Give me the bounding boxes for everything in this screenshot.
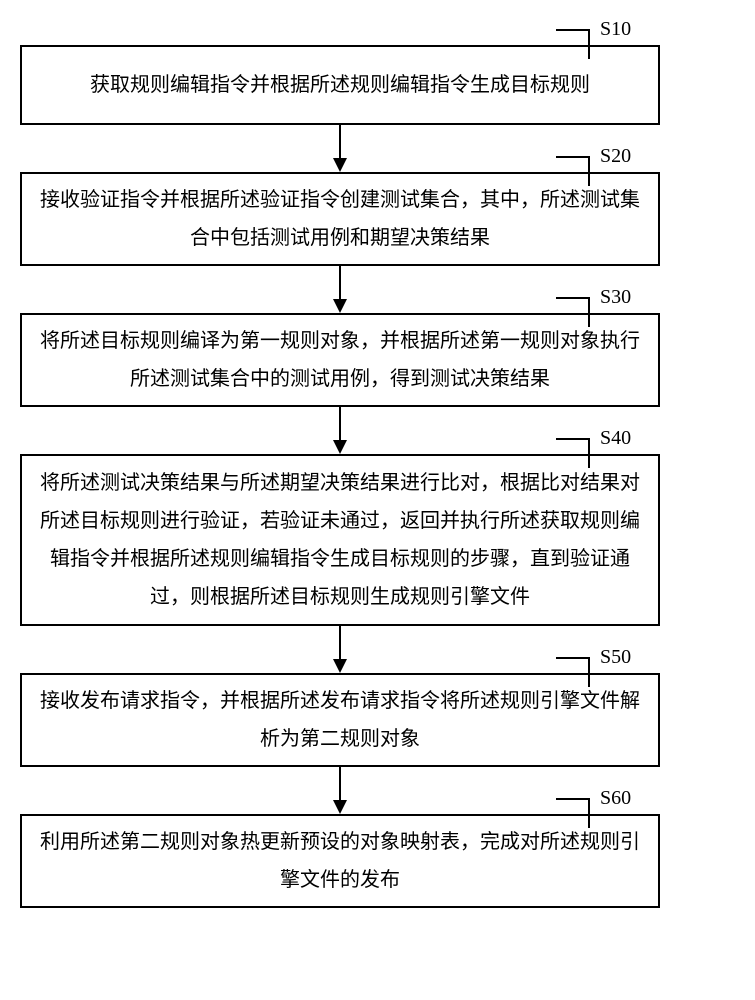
step-text: 利用所述第二规则对象热更新预设的对象映射表，完成对所述规则引擎文件的发布 [38,823,642,899]
step-label-text: S30 [600,286,631,308]
step-box-s30: 将所述目标规则编译为第一规则对象，并根据所述第一规则对象执行所述测试集合中的测试… [20,313,660,407]
step-text: 获取规则编辑指令并根据所述规则编辑指令生成目标规则 [90,66,590,104]
arrow-line [339,125,341,158]
step-label-s50: S50 [600,646,631,669]
step-box-s40: 将所述测试决策结果与所述期望决策结果进行比对，根据比对结果对所述目标规则进行验证… [20,454,660,626]
step-label-text: S60 [600,787,631,809]
step-label-s40: S40 [600,427,631,450]
arrow-head-icon [333,800,347,814]
arrow-line [339,266,341,299]
step-label-text: S10 [600,18,631,40]
leader-line [556,29,590,59]
step-box-s50: 接收发布请求指令，并根据所述发布请求指令将所述规则引擎文件解析为第二规则对象 [20,673,660,767]
step-box-s20: 接收验证指令并根据所述验证指令创建测试集合，其中，所述测试集合中包括测试用例和期… [20,172,660,266]
step-label-text: S40 [600,427,631,449]
arrow-line [339,626,341,659]
step-label-text: S50 [600,646,631,668]
arrow-line [339,767,341,800]
arrow-head-icon [333,659,347,673]
step-text: 接收验证指令并根据所述验证指令创建测试集合，其中，所述测试集合中包括测试用例和期… [38,181,642,257]
step-label-s20: S20 [600,145,631,168]
step-label-text: S20 [600,145,631,167]
arrow-head-icon [333,299,347,313]
step-text: 将所述目标规则编译为第一规则对象，并根据所述第一规则对象执行所述测试集合中的测试… [38,322,642,398]
leader-line [556,156,590,186]
step-text: 接收发布请求指令，并根据所述发布请求指令将所述规则引擎文件解析为第二规则对象 [38,682,642,758]
leader-line [556,798,590,828]
step-label-s60: S60 [600,787,631,810]
step-label-s10: S10 [600,18,631,41]
step-text: 将所述测试决策结果与所述期望决策结果进行比对，根据比对结果对所述目标规则进行验证… [38,464,642,616]
step-label-s30: S30 [600,286,631,309]
leader-line [556,438,590,468]
arrow-line [339,407,341,440]
step-box-s60: 利用所述第二规则对象热更新预设的对象映射表，完成对所述规则引擎文件的发布 [20,814,660,908]
leader-line [556,657,590,687]
arrow-head-icon [333,158,347,172]
leader-line [556,297,590,327]
arrow-head-icon [333,440,347,454]
